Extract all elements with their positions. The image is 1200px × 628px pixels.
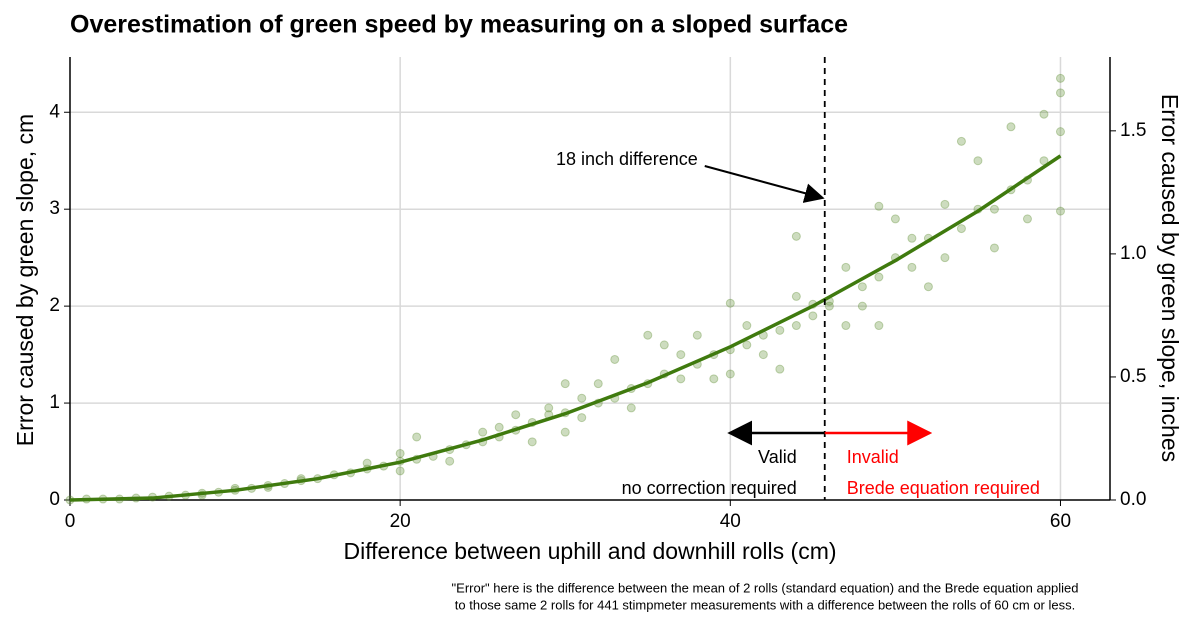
data-point xyxy=(725,369,735,379)
data-point xyxy=(989,204,999,214)
data-point xyxy=(626,403,636,413)
data-point xyxy=(841,262,851,272)
data-point xyxy=(742,321,752,331)
data-point xyxy=(1055,206,1065,216)
x-tick-label: 0 xyxy=(65,511,76,532)
region-label: Invalid xyxy=(847,447,899,467)
data-point xyxy=(874,321,884,331)
data-point xyxy=(494,422,504,432)
data-point xyxy=(857,301,867,311)
data-point xyxy=(593,379,603,389)
data-point xyxy=(676,374,686,384)
data-point xyxy=(709,374,719,384)
data-point xyxy=(1055,88,1065,98)
y2-tick-label: 0.0 xyxy=(1120,489,1146,510)
y-tick-label: 1 xyxy=(49,392,60,413)
data-point xyxy=(362,458,372,468)
data-point xyxy=(445,456,455,466)
data-point xyxy=(1039,156,1049,166)
data-point xyxy=(956,136,966,146)
data-point xyxy=(841,321,851,331)
footnote: to those same 2 rolls for 441 stimpmeter… xyxy=(455,597,1075,612)
data-point xyxy=(742,340,752,350)
fit-line xyxy=(69,154,1062,502)
data-point xyxy=(940,199,950,209)
data-point xyxy=(643,330,653,340)
data-point xyxy=(527,437,537,447)
data-point xyxy=(791,291,801,301)
region-label: Valid xyxy=(758,447,797,467)
data-point xyxy=(544,403,554,413)
data-point xyxy=(824,301,834,311)
data-point xyxy=(1022,214,1032,224)
data-point xyxy=(1006,122,1016,132)
data-point xyxy=(890,214,900,224)
data-point xyxy=(1055,73,1065,83)
data-point xyxy=(907,233,917,243)
data-point xyxy=(511,410,521,420)
data-point xyxy=(956,224,966,234)
footnote: "Error" here is the difference between t… xyxy=(452,580,1079,595)
annotation-arrow xyxy=(704,165,825,203)
data-point xyxy=(775,364,785,374)
y2-tick-label: 1.0 xyxy=(1120,243,1146,264)
y2-axis-label: Error caused by green slope, inches xyxy=(1157,94,1183,462)
region-sublabel: no correction required xyxy=(622,478,797,498)
x-tick-label: 60 xyxy=(1050,511,1071,532)
x-tick-label: 20 xyxy=(390,511,411,532)
data-point xyxy=(395,448,405,458)
y-tick-label: 4 xyxy=(49,101,60,122)
data-point xyxy=(1039,109,1049,119)
data-point xyxy=(1055,127,1065,137)
data-point xyxy=(808,311,818,321)
data-point xyxy=(659,340,669,350)
data-point xyxy=(989,243,999,253)
data-point xyxy=(923,282,933,292)
data-point xyxy=(791,321,801,331)
data-point xyxy=(775,325,785,335)
data-point xyxy=(940,253,950,263)
data-point xyxy=(725,298,735,308)
chart-title: Overestimation of green speed by measuri… xyxy=(70,11,848,39)
data-point xyxy=(478,427,488,437)
region-sublabel: Brede equation required xyxy=(847,478,1040,498)
data-point xyxy=(676,350,686,360)
y2-tick-label: 1.5 xyxy=(1120,120,1146,141)
data-point xyxy=(560,427,570,437)
data-point xyxy=(874,272,884,282)
data-point xyxy=(758,350,768,360)
data-point xyxy=(560,379,570,389)
data-point xyxy=(907,262,917,272)
data-point xyxy=(577,413,587,423)
annotation: 18 inch difference xyxy=(556,149,698,169)
y-axis-label: Error caused by green slope, cm xyxy=(12,114,38,446)
x-axis-label: Difference between uphill and downhill r… xyxy=(343,538,836,564)
data-point xyxy=(610,354,620,364)
y-tick-label: 3 xyxy=(49,198,60,219)
y-tick-label: 2 xyxy=(49,295,60,316)
y2-tick-label: 0.5 xyxy=(1120,366,1146,387)
data-point xyxy=(395,466,405,476)
data-point xyxy=(692,330,702,340)
data-point xyxy=(412,432,422,442)
data-point xyxy=(857,282,867,292)
x-tick-label: 40 xyxy=(720,511,741,532)
data-point xyxy=(577,393,587,403)
data-point xyxy=(791,231,801,241)
y-tick-label: 0 xyxy=(49,489,60,510)
data-point xyxy=(874,201,884,211)
data-point xyxy=(973,156,983,166)
